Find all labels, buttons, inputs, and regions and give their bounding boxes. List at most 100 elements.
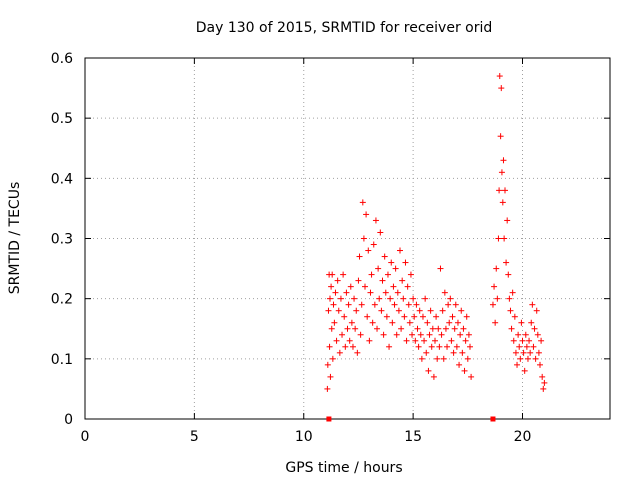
data-point: [419, 313, 426, 320]
data-point: [409, 331, 416, 338]
data-point: [352, 325, 359, 332]
data-point: [498, 85, 505, 92]
data-point: [399, 277, 406, 284]
data-point: [388, 259, 395, 266]
data-point: [381, 253, 388, 260]
data-point: [360, 235, 367, 242]
data-point: [461, 367, 468, 374]
data-point: [506, 295, 513, 302]
data-point: [430, 373, 437, 380]
data-point: [390, 283, 397, 290]
y-tick-label-3: 0.3: [51, 232, 73, 248]
data-point: [447, 295, 454, 302]
data-point: [432, 337, 438, 344]
data-point: [515, 331, 522, 338]
data-point: [464, 355, 471, 362]
data-point: [374, 325, 381, 332]
data-point: [380, 331, 387, 338]
data-point: [411, 313, 418, 320]
data-point: [532, 355, 539, 362]
data-point: [505, 271, 512, 278]
data-point: [347, 283, 354, 290]
x-tick-label-2: 10: [295, 429, 313, 445]
data-point: [387, 295, 394, 302]
y-tick-label-0: 0: [64, 412, 73, 428]
data-point: [386, 343, 393, 350]
data-point: [425, 367, 432, 374]
data-point: [414, 325, 421, 332]
data-point: [467, 343, 473, 350]
data-point: [496, 73, 503, 80]
data-point: [538, 337, 545, 344]
data-point: [341, 313, 348, 320]
data-point: [370, 241, 377, 248]
data-point: [330, 301, 337, 308]
data-point: [535, 349, 542, 356]
data-point: [523, 343, 530, 350]
data-point: [537, 361, 543, 368]
data-point: [433, 313, 440, 320]
data-point: [507, 307, 514, 314]
data-point: [343, 289, 350, 296]
data-point: [520, 349, 527, 356]
data-point: [377, 229, 384, 236]
y-tick-label-1: 0.1: [51, 352, 73, 368]
data-point: [496, 187, 503, 194]
data-point: [514, 361, 521, 368]
data-point: [439, 307, 446, 314]
data-point: [522, 331, 529, 338]
data-point: [339, 331, 346, 338]
data-point: [345, 301, 352, 308]
data-point: [340, 271, 347, 278]
data-point: [406, 319, 413, 326]
data-point: [423, 349, 430, 356]
data-point: [333, 337, 340, 344]
data-point: [530, 343, 537, 350]
data-point: [375, 265, 382, 272]
data-point: [337, 295, 344, 302]
data-point: [327, 373, 334, 380]
data-point: [376, 295, 383, 302]
data-point: [449, 313, 456, 320]
data-point: [417, 331, 424, 338]
data-point: [503, 259, 510, 266]
data-point: [444, 343, 451, 350]
data-point: [324, 361, 331, 368]
data-point: [405, 301, 412, 308]
data-point: [407, 271, 414, 278]
data-point: [416, 307, 423, 314]
data-point: [413, 301, 420, 308]
data-point: [504, 217, 511, 224]
data-point: [427, 307, 434, 314]
data-point: [355, 277, 362, 284]
data-point: [398, 325, 405, 332]
grid-layer: [85, 58, 610, 419]
data-point: [327, 295, 333, 302]
data-point: [348, 319, 355, 326]
data-point: [364, 313, 371, 320]
data-point: [527, 349, 534, 356]
data-point: [367, 289, 374, 296]
data-point: [336, 349, 343, 356]
data-point: [378, 307, 385, 314]
data-point: [509, 289, 516, 296]
data-point: [454, 319, 461, 326]
data-point: [510, 337, 517, 344]
data-point: [365, 247, 372, 254]
plot-frame: [84, 57, 611, 420]
data-point: [335, 307, 342, 314]
data-point: [404, 283, 411, 290]
data-point: [459, 349, 466, 356]
data-point: [412, 337, 419, 344]
data-point: [460, 325, 467, 332]
data-point: [438, 331, 445, 338]
data-point: [331, 319, 338, 326]
data-point: [383, 313, 390, 320]
axis-marker-1: [490, 416, 496, 422]
data-point: [353, 307, 360, 314]
data-point: [442, 325, 449, 332]
data-point: [495, 235, 502, 242]
data-point: [415, 343, 422, 350]
data-point: [369, 319, 376, 326]
data-point: [521, 367, 528, 374]
